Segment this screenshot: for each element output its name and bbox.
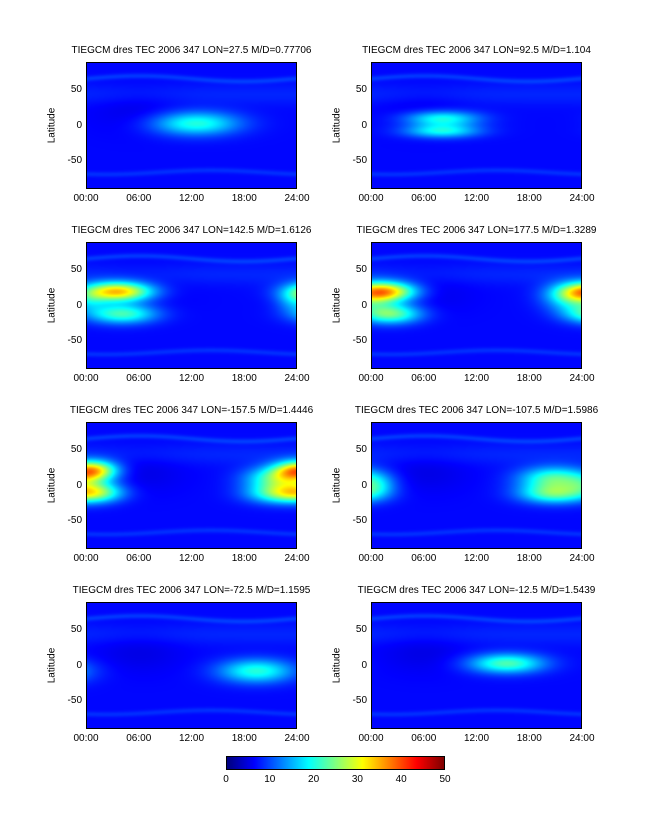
x-tick-label: 06:00: [411, 553, 437, 564]
panel-title: TIEGCM dres TEC 2006 347 LON=177.5 M/D=1…: [356, 225, 597, 236]
x-tick-label: 18:00: [231, 373, 257, 384]
x-tick-label: 12:00: [178, 193, 205, 204]
heatmap-plot-area: [371, 242, 582, 369]
heatmap-image: [87, 423, 296, 548]
x-tick-label: 06:00: [126, 373, 152, 384]
x-tick-label: 18:00: [231, 733, 257, 744]
panel-title: TIEGCM dres TEC 2006 347 LON=-72.5 M/D=1…: [72, 585, 311, 596]
y-tick-label: -50: [352, 154, 367, 166]
heatmap-plot-area: [371, 602, 582, 729]
y-tick-label: 0: [361, 479, 367, 491]
y-tick-label: -50: [352, 694, 367, 706]
colorbar-tick-label: 20: [308, 774, 320, 785]
x-tick-label: 00:00: [358, 733, 384, 744]
heatmap-image: [87, 603, 296, 728]
heatmap-image: [87, 243, 296, 368]
panel-title: TIEGCM dres TEC 2006 347 LON=142.5 M/D=1…: [71, 225, 312, 236]
x-tick-label: 18:00: [516, 193, 542, 204]
x-tick-label: 18:00: [231, 193, 257, 204]
y-tick-label: 50: [70, 264, 82, 276]
colorbar-tick-label: 10: [264, 774, 276, 785]
y-tick-label: 0: [76, 119, 82, 131]
x-tick-label: 12:00: [463, 373, 490, 384]
y-tick-label: -50: [67, 154, 82, 166]
colorbar-tick-label: 50: [439, 774, 451, 785]
y-tick-label: 50: [355, 84, 367, 96]
panel-title: TIEGCM dres TEC 2006 347 LON=27.5 M/D=0.…: [71, 45, 312, 56]
x-tick-label: 18:00: [231, 553, 257, 564]
y-tick-label: -50: [67, 334, 82, 346]
heatmap-image: [372, 423, 581, 548]
x-tick-label: 12:00: [178, 733, 205, 744]
x-tick-label: 06:00: [126, 733, 152, 744]
x-tick-label: 00:00: [358, 553, 384, 564]
y-tick-label: 0: [361, 659, 367, 671]
heatmap-image: [87, 63, 296, 188]
x-tick-label: 06:00: [126, 193, 152, 204]
heatmap-plot-area: [371, 422, 582, 549]
x-tick-label: 00:00: [73, 193, 99, 204]
y-tick-label: 0: [361, 299, 367, 311]
x-tick-label: 24:00: [569, 553, 595, 564]
x-tick-label: 24:00: [569, 373, 595, 384]
y-tick-label: 0: [76, 659, 82, 671]
heatmap-plot-area: [86, 242, 297, 369]
x-tick-label: 18:00: [516, 373, 542, 384]
x-tick-label: 12:00: [463, 553, 490, 564]
y-tick-label: 50: [70, 444, 82, 456]
y-tick-label: -50: [67, 694, 82, 706]
y-tick-label: 50: [355, 624, 367, 636]
x-tick-label: 06:00: [411, 193, 437, 204]
x-tick-label: 24:00: [284, 553, 310, 564]
panel-title: TIEGCM dres TEC 2006 347 LON=-12.5 M/D=1…: [357, 585, 596, 596]
colorbar-tick-label: 0: [223, 774, 229, 785]
x-tick-label: 12:00: [463, 733, 490, 744]
heatmap-image: [372, 243, 581, 368]
panel-title: TIEGCM dres TEC 2006 347 LON=-107.5 M/D=…: [354, 405, 599, 416]
x-tick-label: 00:00: [358, 373, 384, 384]
x-tick-label: 18:00: [516, 553, 542, 564]
y-tick-label: 50: [70, 624, 82, 636]
y-tick-label: 0: [361, 119, 367, 131]
colorbar-tick-label: 40: [395, 774, 407, 785]
x-tick-label: 00:00: [73, 553, 99, 564]
panel-title: TIEGCM dres TEC 2006 347 LON=92.5 M/D=1.…: [362, 45, 591, 56]
x-tick-label: 06:00: [411, 733, 437, 744]
x-tick-label: 12:00: [178, 553, 205, 564]
colorbar-tick-label: 30: [351, 774, 363, 785]
x-tick-label: 06:00: [411, 373, 437, 384]
x-tick-label: 24:00: [569, 733, 595, 744]
x-tick-label: 00:00: [73, 733, 99, 744]
heatmap-image: [372, 603, 581, 728]
y-tick-label: 50: [355, 444, 367, 456]
x-tick-label: 12:00: [463, 193, 490, 204]
colorbar: [226, 756, 445, 770]
y-tick-label: 0: [76, 299, 82, 311]
heatmap-image: [372, 63, 581, 188]
heatmap-plot-area: [86, 422, 297, 549]
y-tick-label: -50: [352, 334, 367, 346]
x-tick-label: 24:00: [284, 193, 310, 204]
x-tick-label: 18:00: [516, 733, 542, 744]
x-tick-label: 24:00: [569, 193, 595, 204]
y-tick-label: 0: [76, 479, 82, 491]
y-tick-label: 50: [355, 264, 367, 276]
heatmap-plot-area: [86, 62, 297, 189]
colorbar-gradient: [227, 757, 444, 769]
y-tick-label: -50: [67, 514, 82, 526]
x-tick-label: 24:00: [284, 733, 310, 744]
x-tick-label: 00:00: [358, 193, 384, 204]
x-tick-label: 00:00: [73, 373, 99, 384]
x-tick-label: 12:00: [178, 373, 205, 384]
y-tick-label: 50: [70, 84, 82, 96]
y-tick-label: -50: [352, 514, 367, 526]
heatmap-plot-area: [371, 62, 582, 189]
panel-title: TIEGCM dres TEC 2006 347 LON=-157.5 M/D=…: [69, 405, 314, 416]
x-tick-label: 24:00: [284, 373, 310, 384]
heatmap-plot-area: [86, 602, 297, 729]
x-tick-label: 06:00: [126, 553, 152, 564]
